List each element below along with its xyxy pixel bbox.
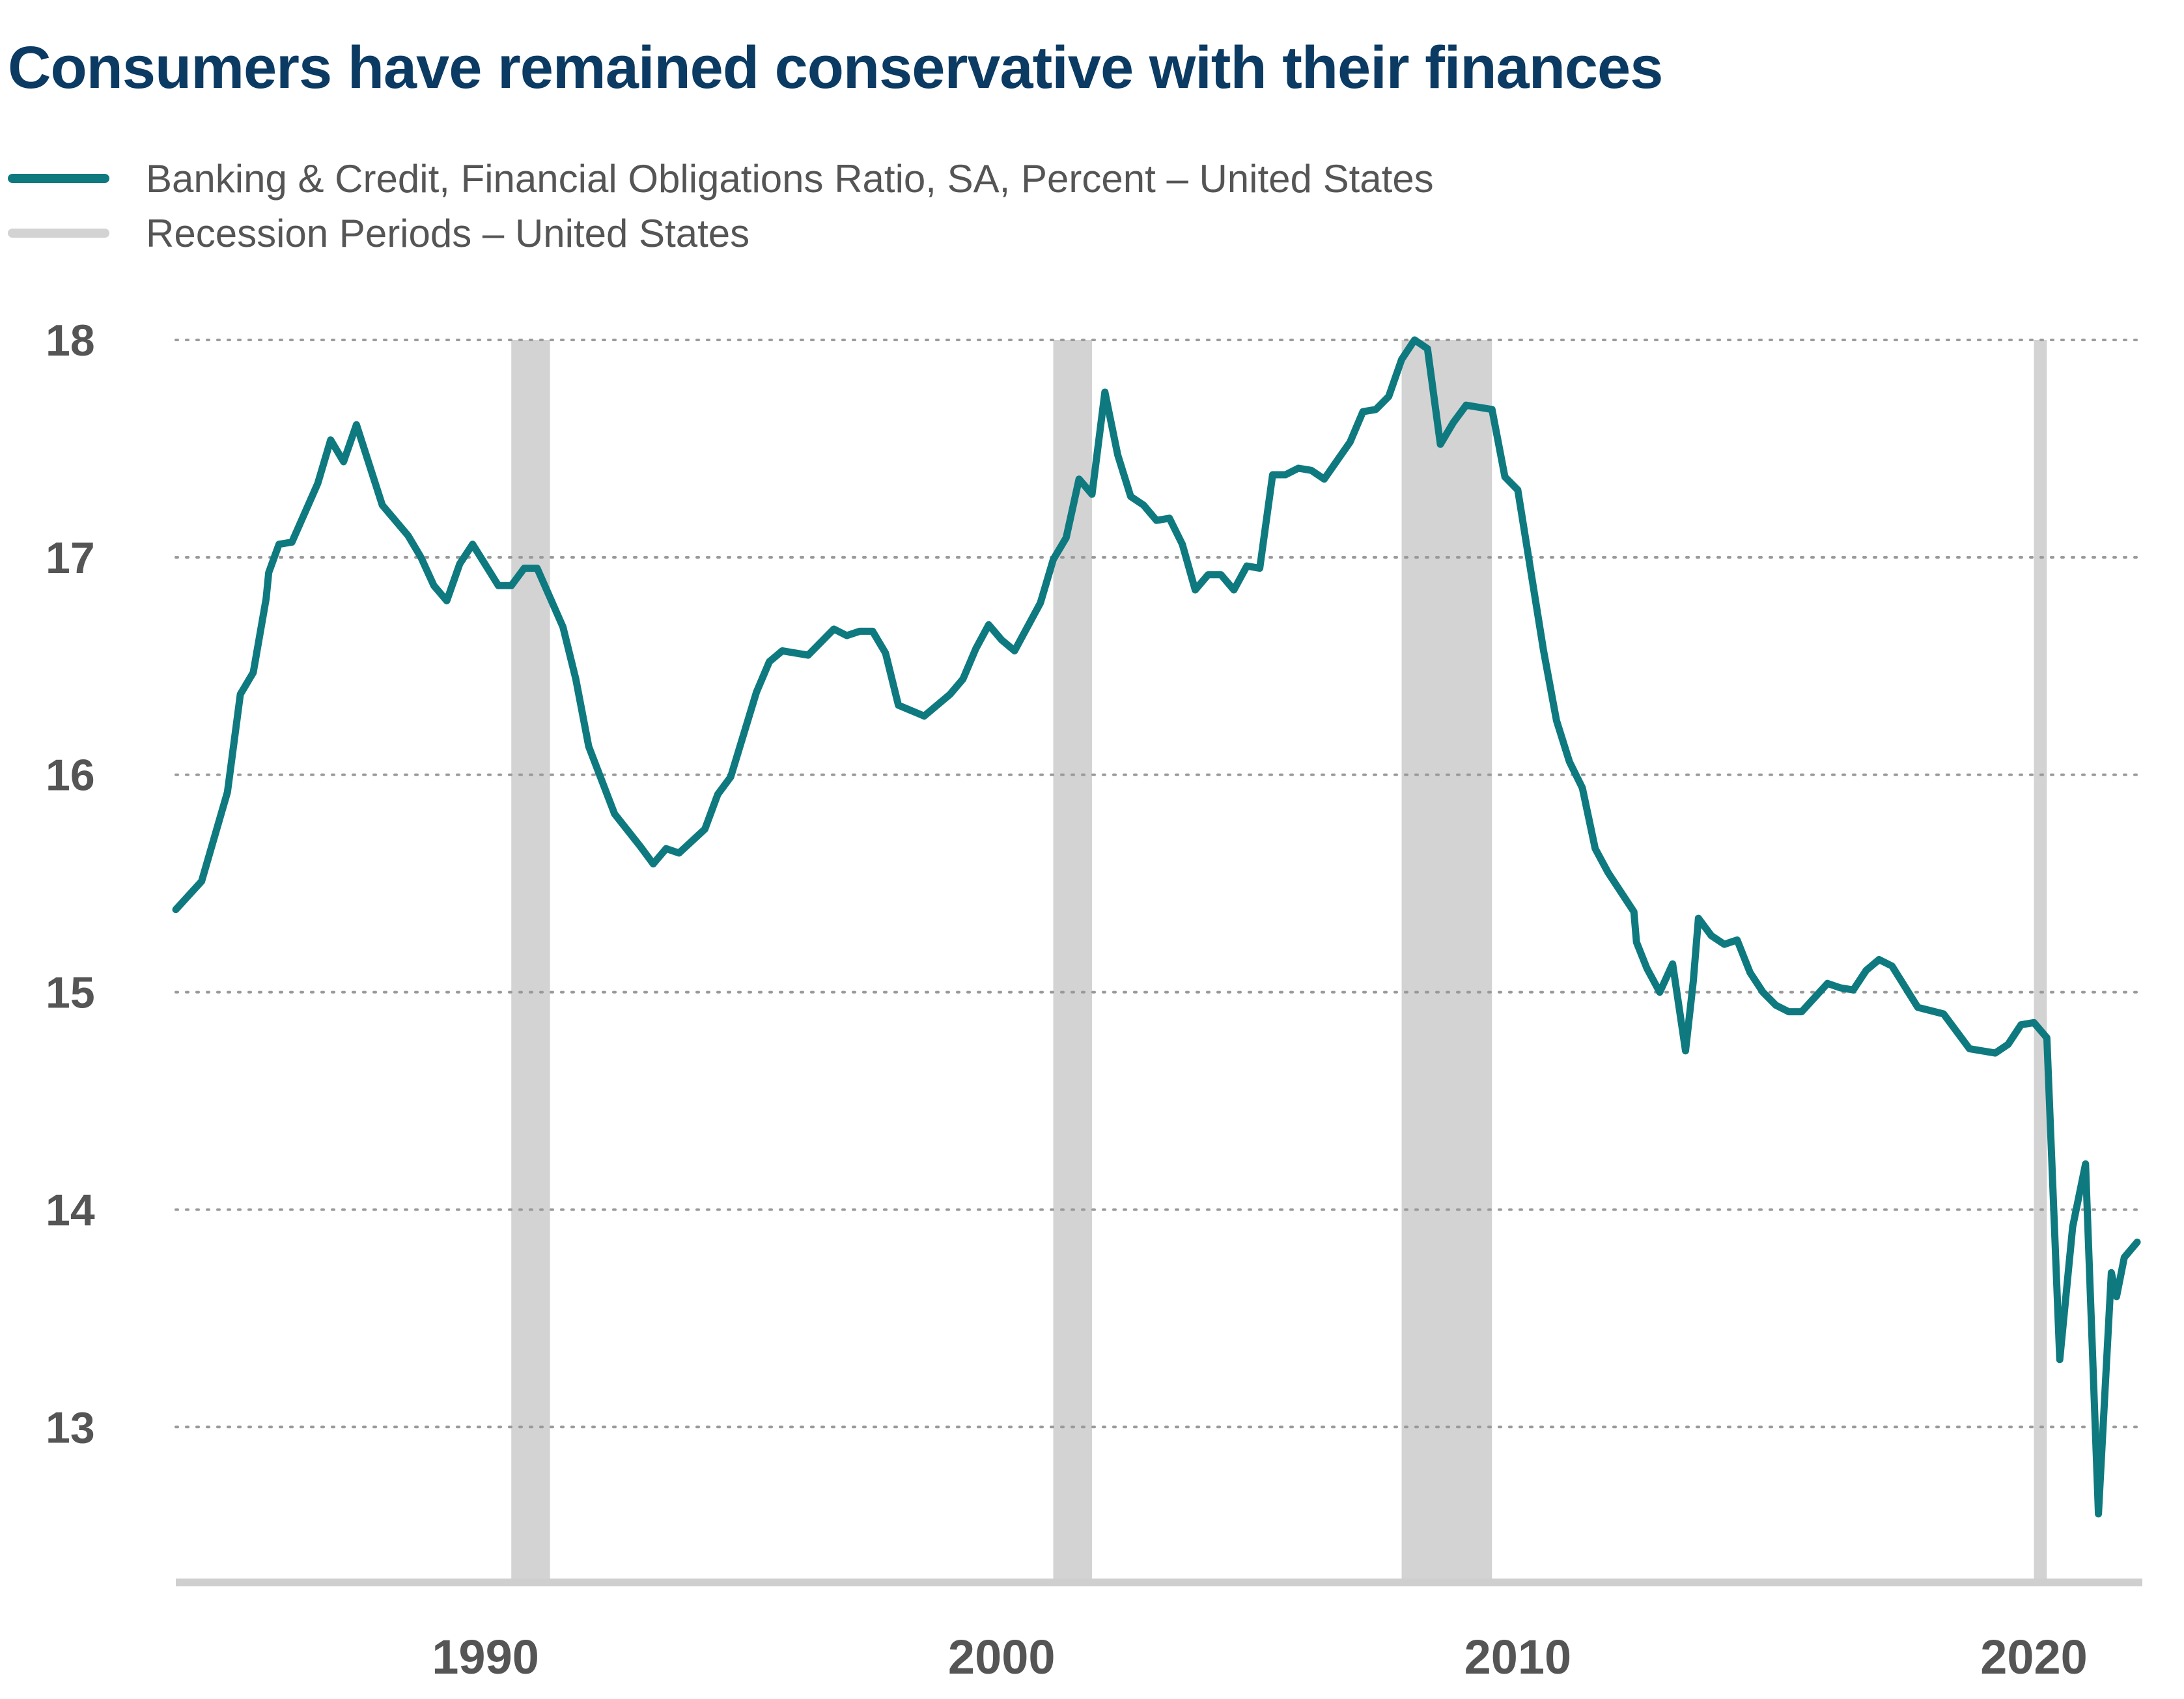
gridlines (175, 339, 2144, 1429)
recession-band-1 (1053, 340, 1092, 1579)
legend-label-series: Banking & Credit, Financial Obligations … (146, 156, 1434, 201)
x-tick-label-2020: 2020 (1980, 1630, 2088, 1684)
chart-title: Consumers have remained conservative wit… (8, 35, 1663, 101)
legend-label-recession: Recession Periods – United States (146, 211, 750, 255)
x-tick-label-2000: 2000 (948, 1630, 1056, 1684)
y-tick-label-18: 18 (46, 316, 95, 365)
y-tick-label-16: 16 (46, 751, 95, 800)
legend-swatch-series (8, 174, 109, 183)
legend-item-recession: Recession Periods – United States (8, 206, 1434, 260)
x-tick-label-2010: 2010 (1464, 1630, 1572, 1684)
y-axis-labels: 13 14 15 16 17 18 (46, 316, 95, 1452)
recession-bands (511, 340, 2047, 1579)
legend-item-series: Banking & Credit, Financial Obligations … (8, 151, 1434, 206)
y-tick-label-17: 17 (46, 533, 95, 583)
legend: Banking & Credit, Financial Obligations … (8, 151, 1434, 260)
series-layer (172, 336, 2141, 1518)
y-tick-label-13: 13 (46, 1403, 95, 1452)
y-tick-label-14: 14 (46, 1185, 95, 1235)
x-tick-label-1990: 1990 (432, 1630, 539, 1684)
x-axis-labels: 1990 2000 2010 2020 (432, 1630, 2088, 1684)
recession-band-2 (1401, 340, 1492, 1579)
recession-band-3 (2034, 340, 2047, 1579)
series-line-0 (172, 336, 2141, 1518)
recession-band-0 (511, 340, 550, 1579)
legend-swatch-recession (8, 229, 109, 238)
y-tick-label-15: 15 (46, 968, 95, 1018)
